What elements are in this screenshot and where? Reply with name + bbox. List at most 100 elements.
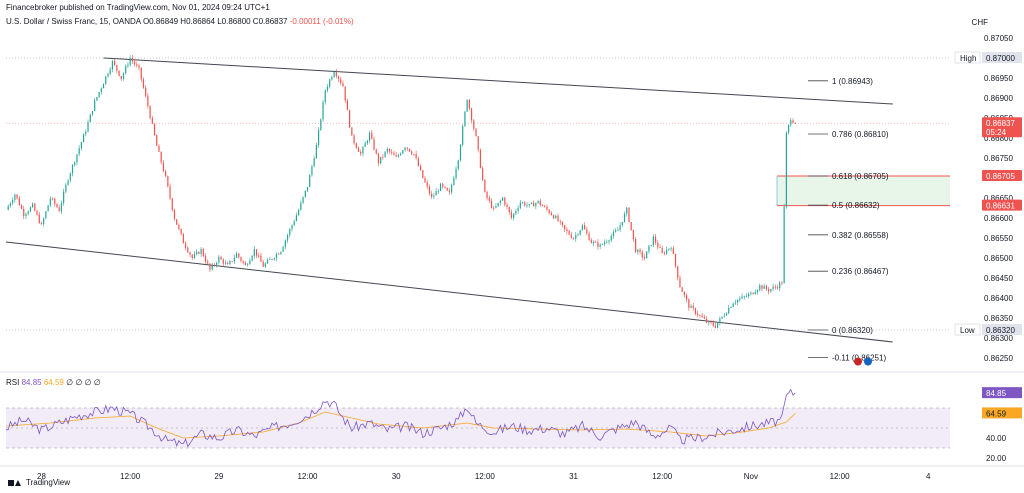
candle-body xyxy=(761,285,763,289)
x-tick-label: 12:00 xyxy=(475,472,496,481)
symbol-legend[interactable]: U.S. Dollar / Swiss Franc, 15, OANDA O0.… xyxy=(6,17,354,26)
candle-body xyxy=(725,313,728,316)
candle-body xyxy=(169,186,171,199)
candle-body xyxy=(701,315,703,318)
candle-body xyxy=(439,183,442,191)
candle-body xyxy=(435,191,437,196)
y-tick-label: 0.86800 xyxy=(984,134,1013,143)
candle-body xyxy=(595,241,597,243)
candle-body xyxy=(271,259,273,260)
candle-body xyxy=(313,158,315,167)
candle-body xyxy=(282,246,284,252)
candle-body xyxy=(752,292,754,295)
candle-body xyxy=(180,228,182,235)
candle-body xyxy=(703,317,705,319)
candle-body xyxy=(646,251,648,259)
x-tick-label: 12:00 xyxy=(297,472,318,481)
candle-body xyxy=(672,248,674,255)
candle-body xyxy=(770,289,772,292)
candle-body xyxy=(120,76,122,79)
candle-body xyxy=(342,83,344,87)
fib-level-label: 1 (0.86943) xyxy=(832,77,873,86)
candle-body xyxy=(699,315,701,316)
candle-body xyxy=(428,186,431,194)
rsi-legend[interactable]: RSI 84.85 64.59 ∅ ∅ ∅ ∅ xyxy=(6,378,101,387)
candle-body xyxy=(302,196,304,203)
candle-body xyxy=(464,111,466,127)
candle-body xyxy=(156,135,158,146)
candle-body xyxy=(138,65,140,68)
candle-body xyxy=(783,206,785,284)
candle-body xyxy=(340,79,342,84)
candle-body xyxy=(597,242,599,247)
candle-body xyxy=(25,213,27,217)
candle-body xyxy=(763,285,765,289)
candle-body xyxy=(211,264,213,270)
x-tick-label: Nov xyxy=(744,472,758,481)
x-tick-label: 4 xyxy=(926,472,931,481)
candle-body xyxy=(501,197,504,201)
currency-label[interactable]: CHF xyxy=(971,18,988,27)
publisher-header: Financebroker published on TradingView.c… xyxy=(6,3,270,12)
candle-body xyxy=(43,218,45,225)
candle-body xyxy=(570,234,572,238)
brand-name: TradingView xyxy=(26,478,71,487)
candle-body xyxy=(652,236,654,245)
candle-body xyxy=(335,71,337,77)
candle-body xyxy=(366,140,368,144)
candle-body xyxy=(484,179,486,192)
fib-level-label: 0.5 (0.86632) xyxy=(832,201,880,210)
x-tick-label: 12:00 xyxy=(830,472,851,481)
candle-body xyxy=(247,264,249,266)
candle-body xyxy=(116,64,118,71)
candle-body xyxy=(213,264,216,266)
candle-body xyxy=(615,230,617,232)
candle-body xyxy=(768,289,770,292)
candle-body xyxy=(499,200,501,203)
candle-body xyxy=(311,166,313,175)
candle-body xyxy=(697,313,699,316)
candle-body xyxy=(382,156,384,158)
candle-body xyxy=(349,110,351,128)
candle-body xyxy=(650,244,652,246)
candle-body xyxy=(337,76,340,80)
candle-body xyxy=(552,215,555,219)
price-label-countdown: 05:24 xyxy=(986,128,1007,137)
candle-body xyxy=(497,202,499,207)
candle-body xyxy=(535,203,537,207)
candle-body xyxy=(198,251,200,254)
candle-body xyxy=(91,111,94,115)
footer-brand[interactable]: TradingView xyxy=(8,478,70,487)
candle-body xyxy=(357,147,360,152)
candle-body xyxy=(286,235,289,241)
fib-golden-zone xyxy=(777,176,950,206)
candle-body xyxy=(457,160,459,169)
candle-body xyxy=(397,155,400,157)
candle-body xyxy=(127,64,129,67)
candle-body xyxy=(7,206,9,210)
candle-body xyxy=(238,253,240,258)
candle-body xyxy=(224,262,227,264)
rsi-y-tick-label: 20.00 xyxy=(986,454,1007,463)
candle-body xyxy=(548,209,550,214)
candle-body xyxy=(54,198,56,205)
candle-body xyxy=(65,184,67,192)
candle-body xyxy=(233,257,235,262)
candle-body xyxy=(269,259,271,260)
candle-body xyxy=(692,305,694,309)
candle-body xyxy=(364,143,366,147)
us-flag-icon xyxy=(854,357,862,366)
candle-body xyxy=(790,120,792,125)
candle-body xyxy=(284,240,286,247)
candle-body xyxy=(87,122,89,132)
candle-body xyxy=(417,158,419,166)
y-tick-label: 0.86400 xyxy=(984,294,1013,303)
candle-body xyxy=(38,214,40,224)
candle-body xyxy=(173,209,176,220)
rsi-value-box-text: 84.85 xyxy=(986,389,1007,398)
candle-body xyxy=(160,151,162,163)
price-change: -0.00011 (-0.01%) xyxy=(289,17,354,26)
candle-body xyxy=(756,289,759,293)
candle-body xyxy=(78,148,80,155)
